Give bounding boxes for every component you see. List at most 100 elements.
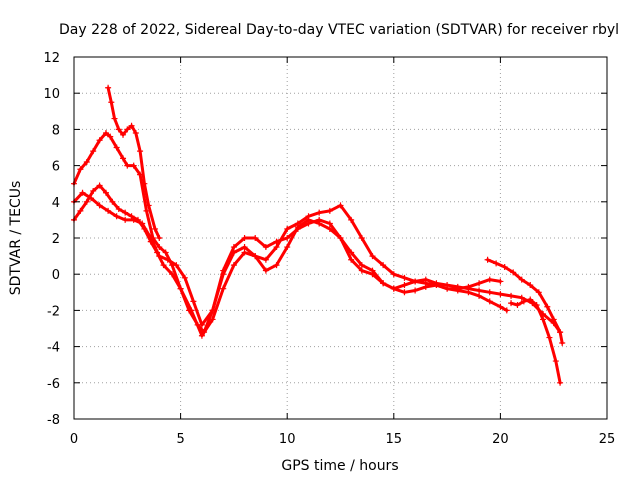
data-point-marker (262, 256, 269, 263)
data-point-marker (120, 131, 127, 138)
x-tick-label: 5 (176, 432, 184, 447)
y-tick-label: 6 (52, 160, 60, 175)
data-point-marker (497, 291, 504, 298)
data-point-marker (113, 144, 120, 151)
data-point-marker (337, 235, 344, 241)
data-point-marker (130, 216, 137, 223)
data-point-marker (139, 220, 146, 227)
data-point-marker (83, 158, 90, 165)
data-point-marker (358, 262, 365, 269)
data-point-marker (181, 274, 188, 281)
data-point-marker (454, 283, 461, 290)
data-point-marker (262, 267, 269, 274)
data-point-marker (326, 207, 333, 214)
data-point-marker (105, 207, 112, 214)
data-point-marker (90, 148, 97, 155)
data-point-marker (380, 280, 387, 287)
data-point-marker (115, 206, 122, 213)
data-point-marker (79, 189, 86, 196)
data-point-marker (241, 235, 248, 241)
data-point-marker (137, 148, 144, 155)
data-point-marker (520, 298, 527, 305)
data-point-marker (122, 216, 129, 223)
data-point-marker (422, 283, 429, 290)
data-point-marker (190, 298, 197, 305)
data-point-marker (96, 202, 103, 209)
data-point-marker (164, 256, 171, 263)
data-point-marker (533, 301, 540, 308)
data-point-marker (527, 282, 534, 289)
data-point-marker (476, 292, 483, 299)
data-series (71, 84, 566, 386)
data-point-marker (552, 358, 559, 365)
data-point-marker (252, 253, 259, 260)
data-point-marker (169, 271, 176, 278)
data-point-marker (535, 289, 542, 296)
series-sat-track-d (105, 84, 163, 241)
data-point-marker (518, 294, 525, 301)
data-point-marker (241, 244, 248, 251)
data-point-marker (476, 280, 483, 287)
data-point-marker (497, 303, 504, 310)
y-axis-label: SDTVAR / TECUs (8, 181, 24, 296)
data-point-marker (484, 256, 491, 263)
data-point-marker (128, 213, 135, 220)
data-point-marker (109, 198, 116, 205)
data-point-marker (486, 298, 493, 305)
data-point-marker (550, 316, 557, 323)
data-point-marker (412, 278, 419, 285)
data-point-marker (273, 244, 280, 251)
data-point-marker (262, 244, 269, 251)
data-point-marker (156, 235, 163, 241)
data-point-marker (493, 260, 500, 267)
data-point-marker (540, 316, 547, 323)
data-point-marker (111, 115, 118, 122)
data-point-marker (160, 262, 167, 269)
data-point-marker (527, 296, 534, 303)
data-point-marker (503, 307, 510, 314)
data-point-marker (508, 300, 515, 307)
data-point-marker (220, 285, 227, 292)
data-point-marker (316, 209, 323, 216)
data-point-marker (316, 216, 323, 223)
data-point-marker (401, 282, 408, 289)
data-point-marker (518, 276, 525, 283)
y-tick-label: 2 (52, 232, 60, 247)
data-point-marker (252, 235, 259, 241)
series-sat-track-b (71, 182, 510, 339)
data-point-marker (122, 209, 129, 216)
data-point-marker (102, 189, 109, 196)
data-point-marker (230, 262, 237, 269)
data-point-marker (412, 287, 419, 294)
data-point-marker (497, 278, 504, 285)
data-point-marker (486, 276, 493, 283)
data-point-marker (508, 292, 515, 299)
data-point-marker (273, 238, 280, 245)
axis-ticks: 0 5 10 15 20 25 -8 -6 -4 -2 0 2 4 6 8 10 12 (43, 51, 615, 447)
data-point-marker (198, 332, 205, 339)
data-point-marker (544, 303, 551, 310)
data-point-marker (156, 253, 163, 260)
y-tick-label: 8 (52, 123, 60, 138)
data-point-marker (294, 225, 301, 232)
y-tick-label: -6 (47, 377, 60, 392)
data-point-marker (77, 166, 84, 173)
data-point-marker (284, 225, 291, 232)
data-point-marker (77, 207, 84, 214)
chart-title: Day 228 of 2022, Sidereal Day-to-day VTE… (59, 22, 619, 38)
y-tick-label: -4 (47, 341, 60, 356)
data-point-marker (132, 130, 139, 137)
data-point-marker (162, 249, 169, 256)
data-point-marker (143, 207, 150, 214)
data-point-marker (120, 155, 127, 162)
data-point-marker (501, 263, 508, 270)
data-point-marker (230, 244, 237, 251)
data-point-marker (141, 180, 148, 187)
data-point-marker (113, 213, 120, 220)
data-point-marker (273, 262, 280, 269)
data-point-marker (358, 267, 365, 274)
data-point-marker (465, 285, 472, 292)
data-point-marker (337, 202, 344, 209)
data-point-marker (326, 220, 333, 227)
